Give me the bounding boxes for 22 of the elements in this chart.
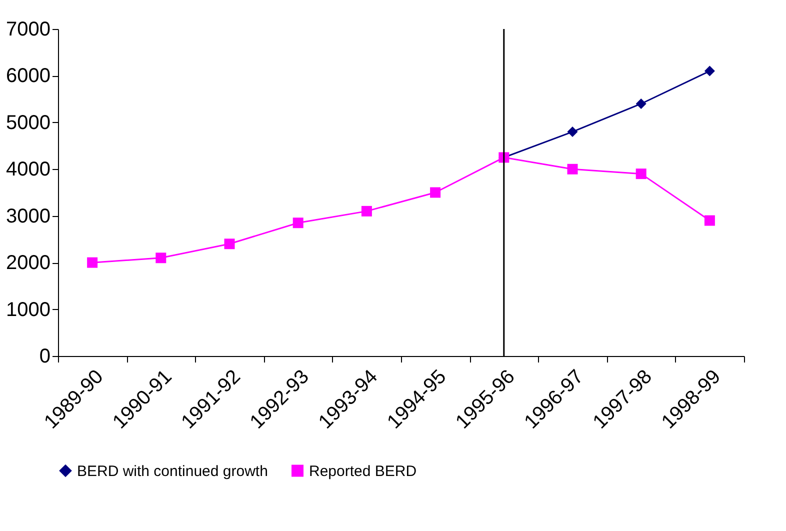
point: [361, 206, 372, 216]
point: [704, 215, 715, 226]
point: [87, 257, 98, 268]
legend-label: BERD with continued growth: [77, 462, 268, 480]
point: [636, 168, 646, 180]
point: [636, 98, 646, 109]
point: [704, 66, 715, 76]
point: [224, 238, 235, 250]
y-tick-label: 2000: [6, 252, 50, 274]
point: [430, 187, 441, 198]
y-tick-label: 7000: [6, 18, 50, 40]
point: [567, 164, 578, 174]
legend-label: Reported BERD: [309, 462, 417, 480]
y-tick-label: 5000: [6, 112, 50, 134]
point: [567, 126, 578, 138]
y-tick-label: 1000: [6, 298, 50, 321]
y-tick-label: 0: [39, 346, 50, 368]
point: [156, 252, 166, 264]
y-tick-label: 6000: [6, 65, 50, 88]
point: [292, 218, 304, 228]
y-tick-label: 4000: [6, 158, 50, 181]
y-tick-label: 3000: [6, 205, 50, 228]
